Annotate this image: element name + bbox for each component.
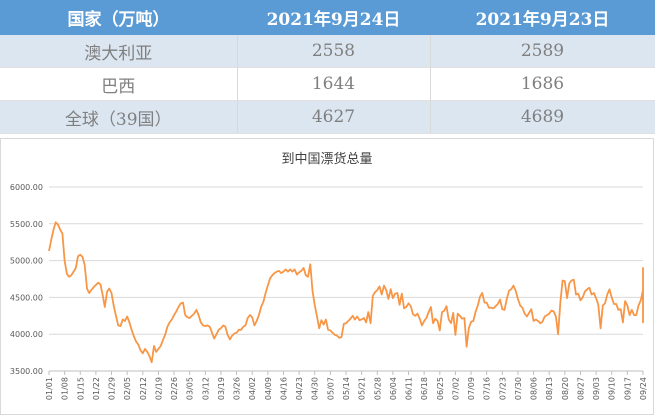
x-tick-label: 02/26 (170, 377, 179, 400)
x-tick-label: 05/07 (326, 377, 335, 400)
x-tick-label: 01/29 (108, 377, 117, 400)
x-tick-label: 03/26 (233, 377, 242, 400)
x-tick-label: 07/02 (451, 377, 460, 400)
x-tick-label: 02/19 (154, 377, 163, 400)
table-row: 澳大利亚 2558 2589 (0, 35, 655, 68)
y-tick-label: 4500.00 (10, 293, 43, 302)
iron-ore-table: 国家（万吨） 2021年9月24日 2021年9月23日 澳大利亚 2558 2… (0, 0, 655, 134)
x-tick-label: 02/12 (139, 377, 148, 400)
y-tick-label: 5000.00 (10, 257, 43, 266)
x-tick-label: 06/11 (405, 377, 414, 400)
header-date-0924: 2021年9月24日 (237, 0, 430, 35)
x-tick-label: 04/16 (279, 377, 288, 400)
x-tick-label: 06/25 (436, 377, 445, 400)
series-line (48, 221, 644, 364)
x-tick-label: 02/05 (123, 377, 132, 400)
x-tick-label: 03/19 (217, 377, 226, 400)
y-tick-label: 5500.00 (10, 220, 43, 229)
table-row: 全球（39国） 4627 4689 (0, 100, 655, 134)
cell-value: 4689 (430, 100, 655, 134)
cell-value: 1686 (430, 67, 655, 101)
table-row: 巴西 1644 1686 (0, 67, 655, 101)
x-tick-label: 06/18 (420, 377, 429, 400)
x-tick-label: 04/30 (311, 377, 320, 400)
x-tick-label: 08/06 (530, 377, 539, 400)
x-tick-label: 07/23 (498, 377, 507, 400)
x-tick-label: 07/16 (483, 377, 492, 400)
cell-value: 4627 (237, 100, 431, 134)
x-tick-label: 04/23 (295, 377, 304, 400)
x-tick-label: 05/14 (342, 377, 351, 400)
cell-value: 1644 (237, 67, 431, 101)
y-tick-label: 4000.00 (10, 330, 43, 339)
cell-country: 巴西 (0, 67, 238, 101)
x-tick-label: 09/24 (639, 377, 648, 400)
x-axis-ticks: 01/01 01/08 01/15 01/22 01/29 02/05 02/12 02/19… (45, 371, 648, 400)
cell-value: 2589 (430, 35, 655, 68)
x-tick-label: 01/08 (61, 377, 70, 400)
x-tick-label: 09/10 (608, 377, 617, 400)
x-tick-label: 03/12 (201, 377, 210, 400)
x-tick-label: 03/05 (186, 377, 195, 400)
cell-country: 全球（39国） (0, 100, 238, 134)
x-tick-label: 09/17 (623, 377, 632, 400)
series-layer (48, 221, 644, 364)
x-tick-label: 01/22 (92, 377, 101, 400)
x-tick-label: 01/15 (76, 377, 85, 400)
x-tick-label: 01/01 (45, 377, 54, 400)
x-tick-label: 07/30 (514, 377, 523, 400)
x-tick-label: 05/28 (373, 377, 382, 400)
x-tick-label: 04/09 (264, 377, 273, 400)
x-tick-label: 04/02 (248, 377, 257, 400)
x-tick-label: 08/27 (576, 377, 585, 400)
chart-container: 到中国漂货总量 6000.00 5500.00 5000.00 4500.00 4000… (0, 138, 654, 415)
y-tick-label: 6000.00 (10, 183, 43, 192)
x-tick-label: 08/13 (545, 377, 554, 400)
x-tick-label: 07/09 (467, 377, 476, 400)
x-tick-label: 08/20 (561, 377, 570, 400)
cell-value: 2558 (237, 35, 431, 68)
x-tick-label: 05/21 (358, 377, 367, 400)
y-axis-ticks: 6000.00 5500.00 5000.00 4500.00 4000.00 3500.… (10, 183, 43, 376)
y-tick-label: 3500.00 (10, 367, 43, 376)
x-tick-label: 06/04 (389, 377, 398, 400)
header-date-0923: 2021年9月23日 (430, 0, 655, 35)
header-country: 国家（万吨） (0, 0, 237, 35)
chart-title: 到中国漂货总量 (281, 151, 372, 167)
x-tick-label: 09/03 (592, 377, 601, 400)
cell-country: 澳大利亚 (0, 35, 238, 68)
table-header-row: 国家（万吨） 2021年9月24日 2021年9月23日 (0, 0, 655, 35)
line-chart: 到中国漂货总量 6000.00 5500.00 5000.00 4500.00 4000… (10, 151, 648, 400)
